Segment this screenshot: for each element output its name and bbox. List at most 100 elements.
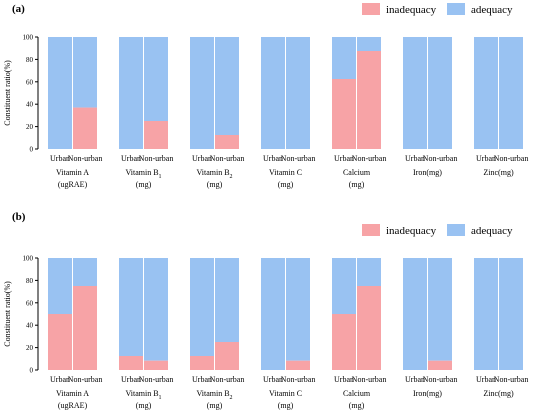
x-subcategory-label: Non-urban <box>139 375 174 384</box>
y-tick-label: 0 <box>30 367 34 375</box>
bar-inadequacy <box>428 360 452 370</box>
bar-adequacy <box>73 258 97 286</box>
x-subcategory-label: Non-urban <box>139 154 174 163</box>
bar-adequacy <box>332 37 356 79</box>
x-subcategory-label: Non-urban <box>423 154 458 163</box>
x-subcategory-label: Urban <box>476 375 496 384</box>
y-tick-label: 100 <box>23 34 34 42</box>
bar-adequacy <box>499 37 523 149</box>
x-subcategory-label: Urban <box>334 375 354 384</box>
bar-adequacy <box>474 258 498 370</box>
y-tick-label: 40 <box>26 322 34 330</box>
bar-adequacy <box>215 258 239 342</box>
x-subcategory-label: Non-urban <box>281 154 316 163</box>
bar-inadequacy <box>215 135 239 149</box>
bar-inadequacy <box>119 356 143 370</box>
y-tick-label: 60 <box>26 299 34 307</box>
bar-adequacy <box>428 258 452 361</box>
y-tick-label: 40 <box>26 101 34 109</box>
bar-adequacy <box>403 37 427 149</box>
bar-adequacy <box>48 258 72 314</box>
x-subcategory-label: Urban <box>476 154 496 163</box>
y-axis-label: Constituent ratio(%) <box>3 281 12 347</box>
x-group-label: (mg) <box>349 180 365 189</box>
bar-adequacy <box>357 258 381 286</box>
y-tick-label: 0 <box>30 146 34 154</box>
bar-adequacy <box>261 37 285 149</box>
bar-inadequacy <box>357 286 381 370</box>
bar-inadequacy <box>144 121 168 149</box>
x-group-label: Zinc(mg) <box>483 389 514 398</box>
x-group-label: Iron(mg) <box>413 389 442 398</box>
x-subcategory-label: Non-urban <box>68 154 103 163</box>
x-subcategory-label: Non-urban <box>494 154 529 163</box>
bar-inadequacy <box>357 51 381 149</box>
bar-inadequacy <box>144 360 168 370</box>
x-group-label: (ugRAE) <box>58 180 88 189</box>
bar-inadequacy <box>332 79 356 149</box>
bar-inadequacy <box>73 107 97 149</box>
x-group-label: (mg) <box>278 180 294 189</box>
y-tick-label: 60 <box>26 78 34 86</box>
chart-panel-b: (b) inadequacy adequacy 0 20 40 60 80 100 Constit… <box>3 211 528 410</box>
bar-adequacy <box>286 258 310 361</box>
x-group-label: Iron(mg) <box>413 168 442 177</box>
x-group-label: (mg) <box>136 180 152 189</box>
bar-adequacy <box>357 37 381 51</box>
x-subcategory-label: Urban <box>263 375 283 384</box>
panel-label: (b) <box>12 211 26 223</box>
bar-adequacy <box>474 37 498 149</box>
x-subcategory-label: Urban <box>405 375 425 384</box>
x-group-label: (mg) <box>349 401 365 410</box>
x-subcategory-label: Non-urban <box>68 375 103 384</box>
bar-adequacy <box>119 258 143 356</box>
bar-adequacy <box>215 37 239 135</box>
x-subcategory-label: Urban <box>192 375 212 384</box>
y-tick-label: 20 <box>26 123 34 131</box>
x-subcategory-label: Non-urban <box>423 375 458 384</box>
x-group-label: Vitamin B1 <box>125 389 161 401</box>
y-tick-label: 80 <box>26 277 34 285</box>
x-subcategory-label: Non-urban <box>281 375 316 384</box>
y-tick-label: 20 <box>26 344 34 352</box>
legend-label-adequacy: adequacy <box>471 225 513 237</box>
bar-inadequacy <box>286 360 310 370</box>
x-group-label: (mg) <box>207 180 223 189</box>
legend-swatch-inadequacy <box>362 3 380 15</box>
panel-label: (a) <box>12 3 25 15</box>
x-group-label: (mg) <box>136 401 152 410</box>
x-group-label: Vitamin A <box>56 389 89 398</box>
bar-adequacy <box>119 37 143 149</box>
chart-panel-a: (a) inadequacy adequacy 0 20 40 60 80 100 Constit… <box>3 3 528 189</box>
x-subcategory-label: Urban <box>50 375 70 384</box>
y-axis-label: Constituent ratio(%) <box>3 60 12 126</box>
bar-inadequacy <box>48 314 72 370</box>
legend-swatch-inadequacy <box>362 224 380 236</box>
x-subcategory-label: Non-urban <box>210 375 245 384</box>
bar-adequacy <box>190 258 214 356</box>
x-subcategory-label: Urban <box>192 154 212 163</box>
bar-inadequacy <box>73 286 97 370</box>
bar-adequacy <box>144 258 168 361</box>
x-subcategory-label: Non-urban <box>352 154 387 163</box>
x-subcategory-label: Urban <box>263 154 283 163</box>
x-subcategory-label: Urban <box>121 154 141 163</box>
bar-adequacy <box>48 37 72 149</box>
bar-adequacy <box>286 37 310 149</box>
x-group-label: Vitamin B2 <box>196 389 232 401</box>
bar-inadequacy <box>332 314 356 370</box>
x-group-label: (mg) <box>207 401 223 410</box>
bar-inadequacy <box>215 342 239 370</box>
legend-swatch-adequacy <box>447 224 465 236</box>
